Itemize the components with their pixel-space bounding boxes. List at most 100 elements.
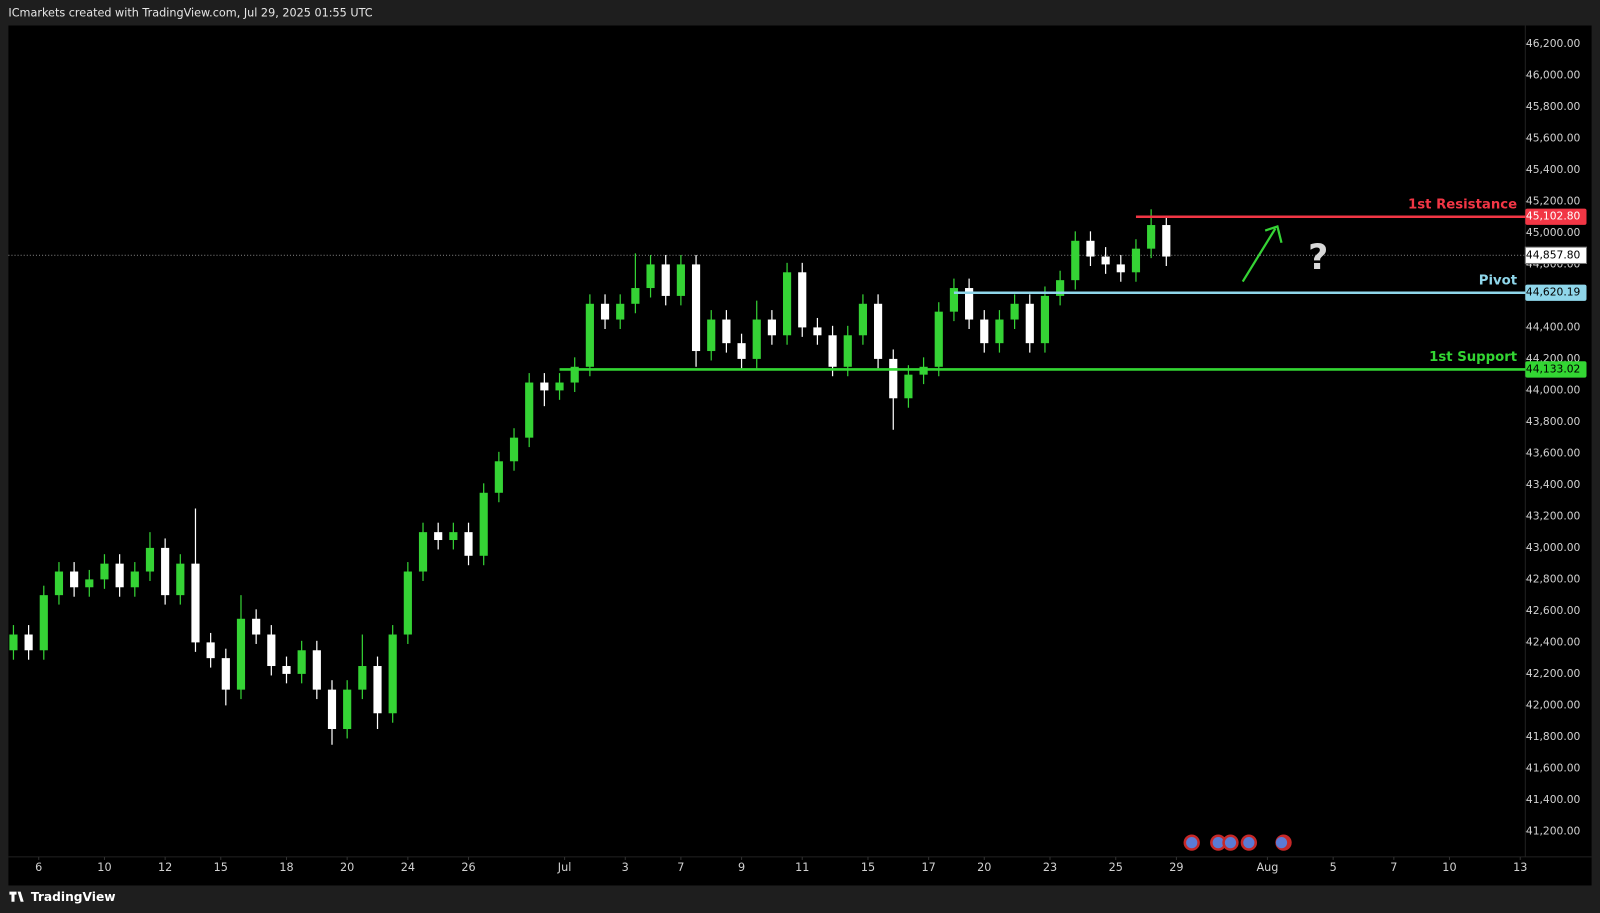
level-name: 1st Resistance <box>1408 197 1517 212</box>
x-tick-label: 5 <box>1330 861 1337 874</box>
y-tick-label: 42,200.00 <box>1526 667 1581 680</box>
candle-body <box>312 650 321 690</box>
x-tick-label: 7 <box>1390 861 1397 874</box>
candle-body <box>585 303 594 367</box>
current-price-box <box>1524 246 1588 264</box>
candle-body <box>1025 303 1034 344</box>
level-price-label: 44,133.02 <box>1526 362 1580 375</box>
y-tick-label: 46,200.00 <box>1526 37 1581 50</box>
candle-body <box>949 288 959 312</box>
x-tick-label: 10 <box>1442 861 1456 874</box>
x-tick-label: 11 <box>795 861 809 874</box>
candle-body <box>707 319 716 352</box>
projection-arrow <box>1241 225 1283 283</box>
candle-body <box>479 492 488 556</box>
y-tick-label: 42,600.00 <box>1526 604 1581 617</box>
candle-body <box>1116 264 1125 273</box>
y-tick-label: 44,400.00 <box>1526 320 1581 333</box>
candle-body <box>904 374 913 399</box>
candle-body <box>661 264 670 296</box>
candle-body <box>843 335 852 367</box>
x-tick-label: 6 <box>35 861 42 874</box>
x-tick-label: 25 <box>1109 861 1123 874</box>
candle-body <box>525 382 534 438</box>
x-tick-label: 18 <box>279 861 293 874</box>
candle-body <box>221 658 230 690</box>
candle-body <box>600 303 610 320</box>
candle-body <box>540 382 549 391</box>
y-tick-label: 45,600.00 <box>1526 131 1581 144</box>
candle-body <box>39 595 48 651</box>
y-tick-label: 42,000.00 <box>1526 698 1581 711</box>
y-tick-label: 41,800.00 <box>1526 730 1581 743</box>
footer-text: TradingView <box>31 890 116 904</box>
x-tick-label: 3 <box>622 861 629 874</box>
y-tick-label: 43,800.00 <box>1526 415 1581 428</box>
y-tick-label: 45,800.00 <box>1526 100 1581 113</box>
x-tick-label: 10 <box>97 861 111 874</box>
candle-body <box>464 532 473 556</box>
header-text: ICmarkets created with TradingView.com, … <box>8 6 372 19</box>
level-price-label: 44,620.19 <box>1526 286 1581 299</box>
candle-body <box>145 547 155 572</box>
x-tick-label: 7 <box>677 861 684 874</box>
candle-body <box>1056 280 1065 296</box>
candle-body <box>343 689 352 730</box>
candle-body <box>722 319 731 344</box>
x-tick-label: 12 <box>158 861 172 874</box>
x-tick-label: 17 <box>922 861 936 874</box>
candle-body <box>631 288 640 304</box>
candle-body <box>206 642 215 659</box>
candle-body <box>403 571 412 635</box>
y-tick-label: 41,400.00 <box>1526 793 1581 806</box>
y-tick-label: 43,600.00 <box>1526 446 1581 459</box>
candle-body <box>1086 240 1095 257</box>
y-tick-label: 42,400.00 <box>1526 635 1581 648</box>
x-tick-label: Jul <box>557 861 572 874</box>
y-tick-label: 41,200.00 <box>1526 824 1581 837</box>
candle-body <box>1071 240 1080 281</box>
x-tick-label: Aug <box>1256 861 1278 874</box>
candle-body <box>889 358 898 399</box>
level-price-label: 45,102.80 <box>1526 210 1581 223</box>
candle-body <box>236 618 246 690</box>
candle-body <box>858 303 867 336</box>
candle-body <box>934 311 943 367</box>
candle-body <box>676 264 685 296</box>
event-icons <box>1183 834 1292 851</box>
candle-body <box>965 288 974 320</box>
x-tick-label: 9 <box>738 861 745 874</box>
candle-body <box>130 571 139 588</box>
plot-background <box>8 25 1592 886</box>
x-tick-label: 23 <box>1043 861 1057 874</box>
candle-body <box>358 666 367 690</box>
y-tick-label: 45,000.00 <box>1526 226 1581 239</box>
candle-body <box>494 461 503 493</box>
candle-body <box>782 272 792 336</box>
candle-body <box>327 689 337 730</box>
candle-body <box>373 666 382 714</box>
level-price-box <box>1525 284 1587 301</box>
candle-body <box>509 437 519 462</box>
candle-body <box>1131 248 1141 273</box>
candle-body <box>115 563 124 588</box>
logo <box>9 891 24 902</box>
candle-body <box>752 319 761 359</box>
y-tick-label: 43,200.00 <box>1526 509 1581 522</box>
y-tick-label: 46,000.00 <box>1526 68 1581 81</box>
candle-body <box>9 634 18 651</box>
candle-body <box>1147 225 1156 249</box>
x-tick-label: 24 <box>401 861 415 874</box>
level-price-box <box>1525 208 1587 225</box>
x-tick-label: 20 <box>977 861 991 874</box>
candle-body <box>388 634 397 714</box>
y-tick-label: 45,400.00 <box>1526 163 1581 176</box>
candle-body <box>24 634 33 651</box>
level-name: 1st Support <box>1429 350 1518 365</box>
candle-body <box>176 563 185 596</box>
candle-body <box>570 366 579 383</box>
candle-body <box>85 579 94 588</box>
candle-body <box>798 272 807 328</box>
candle-body <box>646 264 655 289</box>
